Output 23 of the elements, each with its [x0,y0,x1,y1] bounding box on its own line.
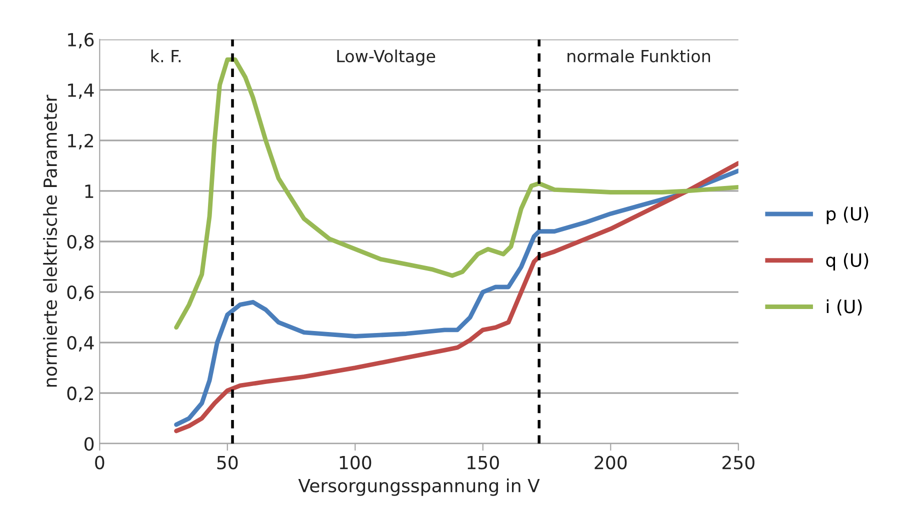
y-tick-label: 0,8 [67,234,94,250]
annotation: Low-Voltage [337,50,436,66]
legend-label: p (U) [826,206,868,224]
legend-label: i (U) [826,299,862,316]
x-tick-label: 0 [95,456,104,470]
y-tick-label: 0 [84,437,94,451]
y-tick-label: 0,6 [67,285,94,301]
x-tick-label: 250 [722,456,754,470]
y-tick-label: 1 [85,184,94,198]
annotation: k. F. [151,50,181,62]
x-tick-label: 50 [217,456,238,470]
y-tick-label: 0,2 [67,386,93,402]
annotation: normale Funktion [568,50,710,62]
x-axis-title: Versorgungsspannung in V [298,478,540,496]
x-tick-label: 100 [340,456,372,470]
y-tick-label: 0,4 [67,336,94,352]
x-tick-label: 150 [468,456,499,470]
y-axis-title: normierte elektrische Parameter [43,94,58,387]
y-tick-label: 1,2 [68,134,93,150]
legend-label: q (U) [826,252,868,270]
y-tick-label: 1,4 [68,84,94,99]
x-tick-label: 200 [594,456,627,470]
y-tick-label: 1,6 [68,32,94,48]
